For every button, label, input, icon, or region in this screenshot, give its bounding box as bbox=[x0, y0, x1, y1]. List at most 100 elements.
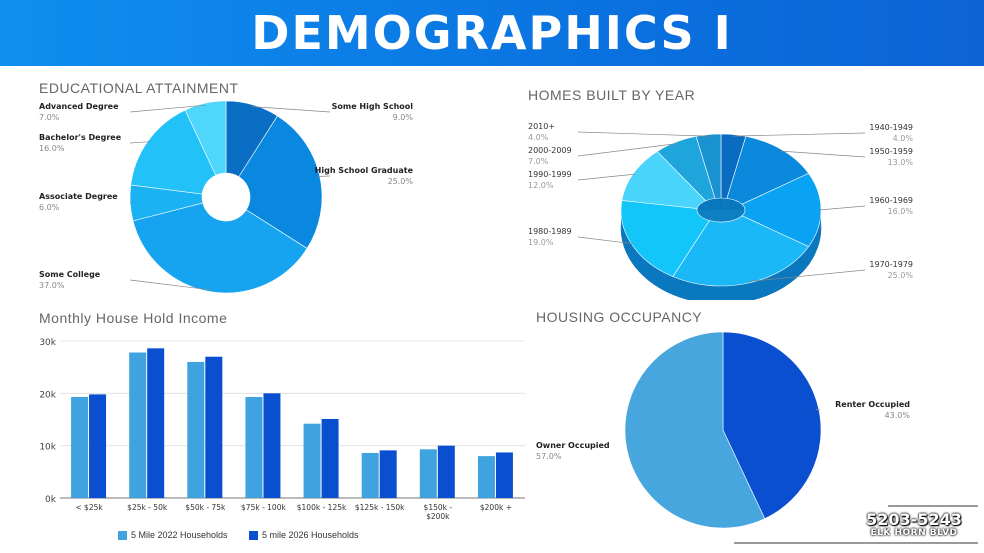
leader-some-high-school bbox=[252, 106, 331, 113]
leader-renter-occupied bbox=[815, 408, 821, 411]
label-associate-degree: Associate Degree bbox=[39, 192, 118, 201]
bar-5-mile-2022-households-3 bbox=[245, 396, 263, 498]
xtick-0: < $25k bbox=[75, 503, 103, 512]
bar-5-mile-2026-households-5 bbox=[379, 450, 397, 498]
label-renter-occupied: Renter Occupied bbox=[835, 400, 910, 409]
label-high-school-graduate: High School Graduate bbox=[315, 166, 414, 175]
occupancy-title: HOUSING OCCUPANCY bbox=[536, 309, 703, 325]
legend-2022: 5 Mile 2022 Households bbox=[118, 530, 228, 541]
label-1990-1999: 1990-1999 bbox=[528, 170, 572, 179]
value-1950-1959: 13.0% bbox=[888, 158, 914, 167]
address-number: 5203-5243 bbox=[866, 510, 962, 529]
value-associate-degree: 6.0% bbox=[39, 203, 60, 212]
label-2010: 2010+ bbox=[528, 122, 555, 131]
label-1950-1959: 1950-1959 bbox=[869, 147, 913, 156]
leader-advanced-degree bbox=[129, 104, 206, 113]
bar-5-mile-2022-households-2 bbox=[187, 361, 205, 498]
xtick-1: $25k - 50k bbox=[127, 503, 168, 512]
label-some-college: Some College bbox=[39, 270, 101, 279]
label-1940-1949: 1940-1949 bbox=[869, 123, 913, 132]
income-chart: 0k 10k 20k 30k < $25k $25k - 50k $50k - 75k $75… bbox=[39, 338, 525, 521]
value-1980-1989: 19.0% bbox=[528, 238, 554, 247]
slice-1970-1979 bbox=[672, 215, 810, 287]
legend-swatch-2022 bbox=[118, 531, 127, 541]
slice-1960-1969 bbox=[741, 173, 822, 247]
value-renter-occupied: 43.0% bbox=[885, 411, 911, 420]
label-advanced-degree: Advanced Degree bbox=[39, 102, 119, 111]
value-1990-1999: 12.0% bbox=[528, 181, 554, 190]
label-1960-1969: 1960-1969 bbox=[869, 196, 913, 205]
ytick-30k: 30k bbox=[39, 338, 56, 348]
value-some-high-school: 9.0% bbox=[393, 113, 414, 122]
slice-1950-1959 bbox=[726, 136, 810, 205]
xtick-3: $75k - 100k bbox=[241, 503, 286, 512]
slice-2010 bbox=[695, 133, 722, 199]
leader-2010 bbox=[577, 131, 709, 137]
leader-1940-1949 bbox=[733, 132, 866, 137]
value-bachelor-s-degree: 16.0% bbox=[39, 144, 65, 153]
label-1980-1989: 1980-1989 bbox=[528, 227, 572, 236]
label-1970-1979: 1970-1979 bbox=[869, 260, 913, 269]
slice-1980-1989 bbox=[620, 200, 710, 277]
value-owner-occupied: 57.0% bbox=[536, 452, 562, 461]
leader-1990-1999 bbox=[577, 173, 636, 181]
slice-renter-occupied bbox=[722, 331, 822, 520]
leader-associate-degree bbox=[129, 201, 133, 204]
value-1970-1979: 25.0% bbox=[888, 271, 914, 280]
label-bachelor-s-degree: Bachelor's Degree bbox=[39, 133, 122, 142]
xtick-2: $50k - 75k bbox=[185, 503, 226, 512]
address-rule-top bbox=[888, 505, 978, 507]
leader-1960-1969 bbox=[818, 205, 866, 211]
leader-1950-1959 bbox=[781, 150, 866, 158]
leader-some-college bbox=[129, 279, 212, 291]
slice-owner-occupied bbox=[624, 331, 766, 529]
xtick-6-a: $150k - bbox=[424, 503, 453, 512]
bar-5-mile-2022-households-0 bbox=[71, 396, 89, 498]
leader-1970-1979 bbox=[748, 269, 866, 282]
page-title: DEMOGRAPHICS I bbox=[251, 6, 733, 60]
header-banner: DEMOGRAPHICS I bbox=[0, 0, 984, 66]
ytick-10k: 10k bbox=[39, 443, 56, 453]
bar-5-mile-2026-households-1 bbox=[147, 348, 165, 498]
leader-2000-2009 bbox=[577, 143, 677, 157]
bar-5-mile-2022-households-6 bbox=[419, 449, 437, 498]
slice-1990-1999 bbox=[621, 151, 707, 209]
xtick-4: $100k - 125k bbox=[297, 503, 347, 512]
label-2000-2009: 2000-2009 bbox=[528, 146, 572, 155]
value-high-school-graduate: 25.0% bbox=[388, 177, 414, 186]
bar-5-mile-2026-households-7 bbox=[495, 452, 513, 498]
slice-some-college bbox=[132, 202, 308, 294]
label-owner-occupied: Owner Occupied bbox=[536, 441, 610, 450]
bar-5-mile-2026-households-4 bbox=[321, 418, 339, 498]
bar-5-mile-2026-households-6 bbox=[437, 445, 455, 498]
bar-5-mile-2026-households-2 bbox=[205, 356, 223, 498]
education-chart: Some High School 9.0% High School Graduate… bbox=[39, 100, 414, 294]
xtick-5: $125k - 150k bbox=[355, 503, 405, 512]
value-2010: 4.0% bbox=[528, 133, 549, 142]
xtick-6-b: $200k bbox=[426, 512, 450, 521]
bar-5-mile-2022-households-4 bbox=[303, 423, 321, 498]
legend-label-2022: 5 Mile 2022 Households bbox=[131, 530, 228, 540]
address-street: ELK HORN BLVD bbox=[870, 528, 958, 538]
bar-5-mile-2026-households-3 bbox=[263, 393, 281, 498]
leader-1980-1989 bbox=[577, 236, 634, 245]
homes-chart: 1940-1949 4.0% 1950-1959 13.0% 1960-1969 16.0… bbox=[528, 122, 914, 300]
value-2000-2009: 7.0% bbox=[528, 157, 549, 166]
value-some-college: 37.0% bbox=[39, 281, 65, 290]
value-1960-1969: 16.0% bbox=[888, 207, 914, 216]
legend-label-2026: 5 mile 2026 Households bbox=[262, 530, 359, 540]
ytick-20k: 20k bbox=[39, 390, 56, 400]
address-badge: 5203-5243 ELK HORN BLVD bbox=[862, 512, 966, 542]
xtick-7: $200k + bbox=[480, 503, 512, 512]
label-some-high-school: Some High School bbox=[332, 102, 414, 111]
education-title: EDUCATIONAL ATTAINMENT bbox=[39, 80, 239, 96]
slice-high-school-graduate bbox=[238, 115, 323, 249]
ytick-0k: 0k bbox=[45, 495, 57, 505]
income-title: Monthly House Hold Income bbox=[39, 310, 228, 326]
value-advanced-degree: 7.0% bbox=[39, 113, 60, 122]
leader-bachelor-s-degree bbox=[129, 141, 150, 144]
bar-5-mile-2022-households-5 bbox=[361, 452, 379, 498]
value-1940-1949: 4.0% bbox=[893, 134, 914, 143]
bar-5-mile-2022-households-7 bbox=[477, 456, 495, 498]
slice-bachelor-s-degree bbox=[130, 109, 217, 195]
